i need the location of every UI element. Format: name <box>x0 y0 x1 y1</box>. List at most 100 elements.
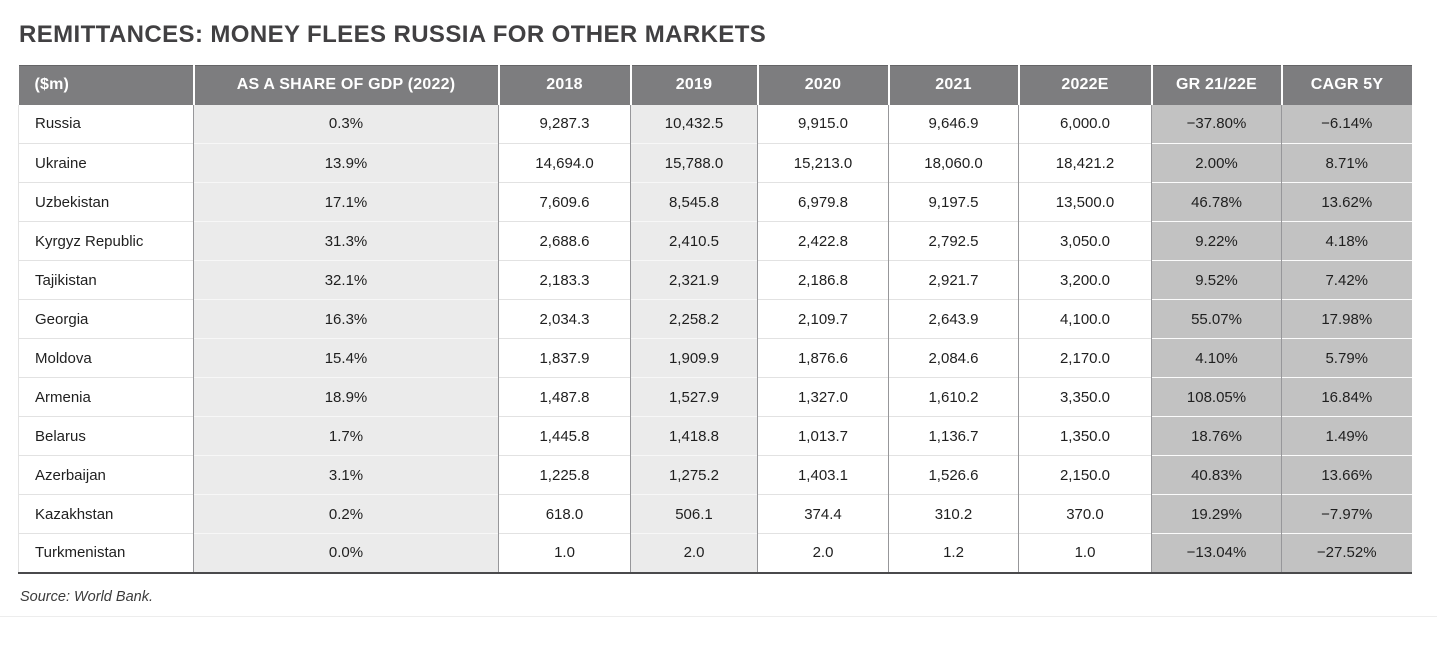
country-cell: Moldova <box>18 338 194 378</box>
gdp-share-cell: 3.1% <box>193 455 499 495</box>
cagr-cell: 4.18% <box>1281 221 1412 261</box>
gdp-share-cell: 1.7% <box>193 416 499 456</box>
gr-cell: 4.10% <box>1151 338 1282 378</box>
table-row-kazakhstan: Kazakhstan 0.2% 618.0 506.1 374.4 310.2 … <box>18 494 1412 534</box>
cagr-cell: −6.14% <box>1281 104 1412 144</box>
bottom-divider <box>0 615 1437 617</box>
cagr-cell: 7.42% <box>1281 260 1412 300</box>
value-2022e-cell: 370.0 <box>1018 494 1152 534</box>
gr-cell: 2.00% <box>1151 143 1282 183</box>
gdp-share-cell: 0.2% <box>193 494 499 534</box>
country-cell: Turkmenistan <box>18 533 194 574</box>
value-2022e-cell: 3,350.0 <box>1018 377 1152 417</box>
gdp-share-cell: 0.0% <box>193 533 499 574</box>
value-2019-cell: 2,321.9 <box>630 260 758 300</box>
country-cell: Georgia <box>18 299 194 339</box>
gr-cell: 46.78% <box>1151 182 1282 222</box>
value-2019-cell: 1,275.2 <box>630 455 758 495</box>
table-row-armenia: Armenia 18.9% 1,487.8 1,527.9 1,327.0 1,… <box>18 377 1412 417</box>
gdp-share-cell: 0.3% <box>193 104 499 144</box>
gr-cell: −13.04% <box>1151 533 1282 574</box>
country-cell: Ukraine <box>18 143 194 183</box>
country-cell: Armenia <box>18 377 194 417</box>
country-cell: Tajikistan <box>18 260 194 300</box>
gr-cell: 19.29% <box>1151 494 1282 534</box>
table-row-azerbaijan: Azerbaijan 3.1% 1,225.8 1,275.2 1,403.1 … <box>18 455 1412 495</box>
value-2021-cell: 1.2 <box>888 533 1019 574</box>
value-2018-cell: 618.0 <box>498 494 631 534</box>
value-2020-cell: 15,213.0 <box>757 143 889 183</box>
value-2020-cell: 6,979.8 <box>757 182 889 222</box>
value-2019-cell: 1,909.9 <box>630 338 758 378</box>
value-2021-cell: 2,084.6 <box>888 338 1019 378</box>
value-2021-cell: 1,610.2 <box>888 377 1019 417</box>
value-2020-cell: 2,186.8 <box>757 260 889 300</box>
gdp-share-cell: 32.1% <box>193 260 499 300</box>
column-header-2021: 2021 <box>887 65 1019 105</box>
value-2019-cell: 1,527.9 <box>630 377 758 417</box>
value-2020-cell: 1,876.6 <box>757 338 889 378</box>
value-2022e-cell: 2,150.0 <box>1018 455 1152 495</box>
country-cell: Kazakhstan <box>18 494 194 534</box>
value-2022e-cell: 2,170.0 <box>1018 338 1152 378</box>
header-row: ($m) AS A SHARE OF GDP (2022) 2018 2019 … <box>18 65 1412 105</box>
value-2019-cell: 1,418.8 <box>630 416 758 456</box>
gdp-share-cell: 13.9% <box>193 143 499 183</box>
value-2021-cell: 2,792.5 <box>888 221 1019 261</box>
value-2020-cell: 2,422.8 <box>757 221 889 261</box>
gr-cell: 9.22% <box>1151 221 1282 261</box>
gr-cell: 108.05% <box>1151 377 1282 417</box>
gdp-share-cell: 17.1% <box>193 182 499 222</box>
value-2022e-cell: 1,350.0 <box>1018 416 1152 456</box>
value-2018-cell: 14,694.0 <box>498 143 631 183</box>
cagr-cell: 8.71% <box>1281 143 1412 183</box>
value-2019-cell: 2.0 <box>630 533 758 574</box>
column-header-2019: 2019 <box>629 65 758 105</box>
cagr-cell: 13.62% <box>1281 182 1412 222</box>
source-note: Source: World Bank. <box>20 588 153 605</box>
value-2022e-cell: 3,050.0 <box>1018 221 1152 261</box>
value-2022e-cell: 6,000.0 <box>1018 104 1152 144</box>
column-header-2018: 2018 <box>497 65 631 105</box>
table-row-uzbekistan: Uzbekistan 17.1% 7,609.6 8,545.8 6,979.8… <box>18 182 1412 222</box>
value-2019-cell: 15,788.0 <box>630 143 758 183</box>
value-2019-cell: 10,432.5 <box>630 104 758 144</box>
value-2022e-cell: 1.0 <box>1018 533 1152 574</box>
value-2018-cell: 1,445.8 <box>498 416 631 456</box>
cagr-cell: −7.97% <box>1281 494 1412 534</box>
value-2018-cell: 1.0 <box>498 533 631 574</box>
table-row-tajikistan: Tajikistan 32.1% 2,183.3 2,321.9 2,186.8… <box>18 260 1412 300</box>
column-header-cagr-5y: CAGR 5Y <box>1280 65 1412 105</box>
value-2020-cell: 374.4 <box>757 494 889 534</box>
column-header-unit: ($m) <box>18 65 194 105</box>
gr-cell: 55.07% <box>1151 299 1282 339</box>
value-2022e-cell: 13,500.0 <box>1018 182 1152 222</box>
column-header-2020: 2020 <box>756 65 889 105</box>
value-2020-cell: 2.0 <box>757 533 889 574</box>
value-2018-cell: 1,837.9 <box>498 338 631 378</box>
value-2018-cell: 2,034.3 <box>498 299 631 339</box>
cagr-cell: 5.79% <box>1281 338 1412 378</box>
table-row-russia: Russia 0.3% 9,287.3 10,432.5 9,915.0 9,6… <box>18 104 1412 144</box>
column-header-gr-21-22e: GR 21/22E <box>1150 65 1282 105</box>
column-header-2022e: 2022E <box>1017 65 1152 105</box>
cagr-cell: 17.98% <box>1281 299 1412 339</box>
value-2020-cell: 1,013.7 <box>757 416 889 456</box>
value-2021-cell: 18,060.0 <box>888 143 1019 183</box>
table-row-ukraine: Ukraine 13.9% 14,694.0 15,788.0 15,213.0… <box>18 143 1412 183</box>
value-2018-cell: 2,688.6 <box>498 221 631 261</box>
gdp-share-cell: 15.4% <box>193 338 499 378</box>
value-2019-cell: 2,410.5 <box>630 221 758 261</box>
value-2021-cell: 2,643.9 <box>888 299 1019 339</box>
gr-cell: 40.83% <box>1151 455 1282 495</box>
value-2019-cell: 506.1 <box>630 494 758 534</box>
page-title: REMITTANCES: MONEY FLEES RUSSIA FOR OTHE… <box>19 21 767 48</box>
table-row-turkmenistan: Turkmenistan 0.0% 1.0 2.0 2.0 1.2 1.0 −1… <box>18 533 1412 574</box>
value-2021-cell: 9,646.9 <box>888 104 1019 144</box>
value-2022e-cell: 4,100.0 <box>1018 299 1152 339</box>
country-cell: Belarus <box>18 416 194 456</box>
table-row-moldova: Moldova 15.4% 1,837.9 1,909.9 1,876.6 2,… <box>18 338 1412 378</box>
value-2019-cell: 2,258.2 <box>630 299 758 339</box>
table-row-belarus: Belarus 1.7% 1,445.8 1,418.8 1,013.7 1,1… <box>18 416 1412 456</box>
cagr-cell: −27.52% <box>1281 533 1412 574</box>
